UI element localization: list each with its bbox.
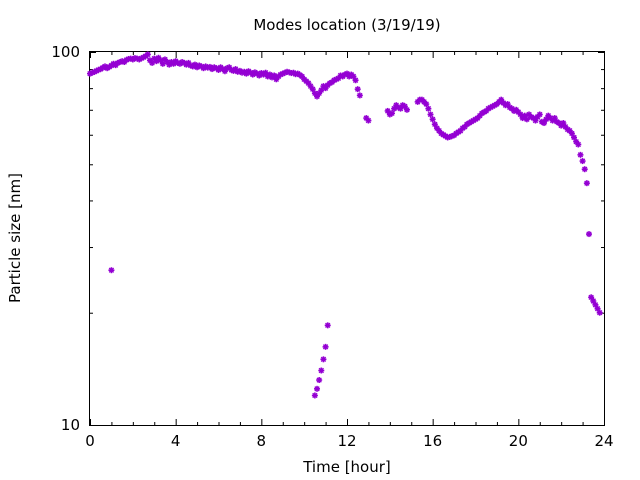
data-point (586, 231, 593, 238)
data-point (316, 377, 323, 384)
data-point (403, 106, 410, 113)
data-point (498, 96, 505, 103)
data-point (354, 86, 361, 93)
data-point (352, 77, 359, 84)
x-tick-label: 16 (423, 432, 442, 450)
data-point (425, 105, 432, 112)
y-tick-label: 10 (61, 416, 80, 434)
data-point (579, 158, 586, 165)
data-point (388, 110, 395, 117)
data-point (393, 102, 400, 109)
data-point (314, 385, 321, 392)
data-point (356, 92, 363, 99)
data-point (575, 141, 582, 148)
data-point (311, 392, 318, 399)
data-point (523, 116, 530, 123)
chart-title: Modes location (3/19/19) (253, 16, 440, 34)
plot-border (89, 51, 605, 426)
data-point (365, 117, 372, 124)
data-point (577, 151, 584, 158)
x-tick-label: 0 (85, 432, 95, 450)
x-tick-label: 24 (594, 432, 613, 450)
data-point (429, 116, 436, 123)
x-tick-label: 4 (171, 432, 181, 450)
data-point (583, 180, 590, 187)
data-point (108, 267, 115, 274)
data-point (318, 367, 325, 374)
data-point (322, 343, 329, 350)
axis-ticks: 0 4 8 12 16 20 24 10 100 (51, 43, 613, 450)
data-point (320, 356, 327, 363)
y-tick-label: 100 (51, 43, 80, 61)
data-point (536, 111, 543, 118)
x-axis-label: Time [hour] (302, 458, 391, 476)
y-axis-label: Particle size [nm] (6, 173, 24, 303)
x-tick-label: 8 (257, 432, 267, 450)
data-point (144, 51, 151, 58)
data-point (423, 101, 430, 108)
data-point (596, 309, 603, 316)
data-point (581, 166, 588, 173)
data-point (228, 66, 235, 73)
data-point (299, 73, 306, 80)
data-points (87, 51, 603, 399)
x-tick-label: 20 (509, 432, 528, 450)
data-point (324, 322, 331, 329)
x-tick-label: 12 (337, 432, 356, 450)
data-point (427, 111, 434, 118)
